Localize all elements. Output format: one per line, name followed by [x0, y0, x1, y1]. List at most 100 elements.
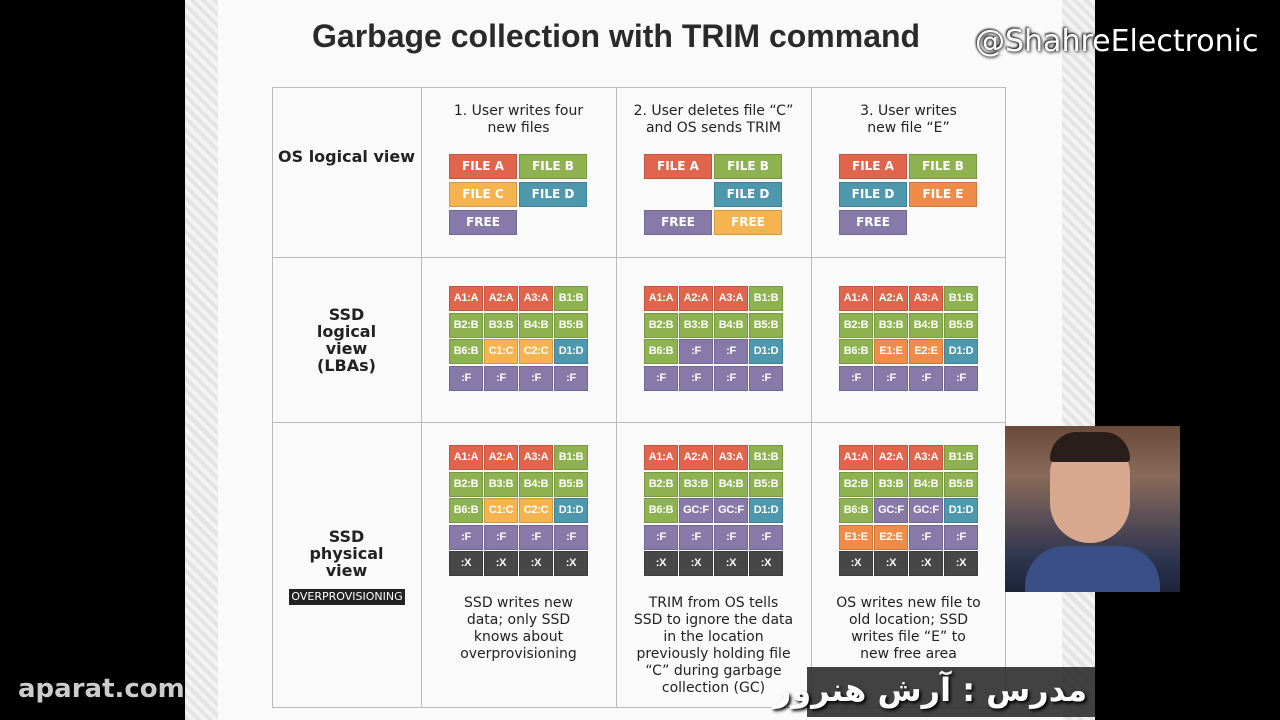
- file-block: FILE A: [644, 154, 712, 179]
- file-block: FILE A: [449, 154, 517, 179]
- physical-block: :X: [644, 551, 678, 576]
- step-caption-line: new free area: [860, 646, 957, 662]
- slide-title: Garbage collection with TRIM command: [312, 18, 921, 54]
- physical-block: :X: [749, 551, 783, 576]
- physical-block: GC:F: [714, 498, 748, 523]
- physical-block: :F: [554, 524, 588, 550]
- file-block: FREE: [449, 210, 517, 235]
- lba-block: A1:A: [644, 286, 678, 311]
- physical-block: B1:B: [944, 445, 978, 470]
- lba-block: A3:A: [714, 286, 748, 311]
- step-caption-line: previously holding file: [636, 646, 791, 662]
- physical-block: C2:C: [519, 498, 553, 523]
- physical-block: A3:A: [519, 445, 553, 470]
- lba-block: B4:B: [714, 312, 748, 338]
- row-label-ssd-physical: SSD physical view: [309, 527, 384, 580]
- file-block: FILE E: [909, 182, 977, 207]
- lba-block: B2:B: [449, 312, 483, 338]
- physical-block: :X: [839, 551, 873, 576]
- lba-block: B3:B: [679, 312, 713, 338]
- presenter-webcam: [1005, 426, 1180, 592]
- file-block: FILE D: [839, 182, 907, 207]
- step-caption-line: collection (GC): [661, 680, 766, 696]
- physical-block: :F: [644, 524, 678, 550]
- presenter-hair: [1050, 432, 1130, 462]
- physical-block: A1:A: [644, 445, 678, 470]
- lba-block: A3:A: [519, 286, 553, 311]
- lba-block: B6:B: [449, 339, 483, 364]
- physical-block: B4:B: [909, 471, 943, 497]
- physical-block: :F: [484, 524, 518, 550]
- lba-block: :F: [839, 365, 873, 391]
- step-header-line: new file “E”: [867, 120, 950, 136]
- lba-block: :F: [714, 339, 748, 364]
- physical-block: B5:B: [749, 471, 783, 497]
- physical-block: B6:B: [839, 498, 873, 523]
- file-block: FREE: [714, 210, 782, 235]
- physical-block: A2:A: [484, 445, 518, 470]
- physical-block: A2:A: [679, 445, 713, 470]
- physical-block: B1:B: [749, 445, 783, 470]
- physical-block: B3:B: [679, 471, 713, 497]
- lba-block: A2:A: [679, 286, 713, 311]
- file-block: FILE A: [839, 154, 907, 179]
- column-divider: [421, 87, 422, 708]
- lba-block: B5:B: [749, 312, 783, 338]
- lba-block: B2:B: [839, 312, 873, 338]
- physical-block: A3:A: [909, 445, 943, 470]
- lba-block: E1:E: [874, 339, 908, 364]
- lba-block: :F: [484, 365, 518, 391]
- step-header-line: 2. User deletes file “C”: [633, 103, 794, 119]
- physical-block: B4:B: [714, 471, 748, 497]
- step-header-line: new files: [487, 120, 550, 136]
- step-caption-line: OS writes new file to: [836, 595, 981, 611]
- physical-block: E1:E: [839, 524, 873, 550]
- physical-block: GC:F: [874, 498, 908, 523]
- physical-block: B6:B: [449, 498, 483, 523]
- lba-block: B4:B: [519, 312, 553, 338]
- step-caption-line: writes file “E” to: [851, 629, 966, 645]
- row-divider: [272, 257, 1006, 258]
- physical-block: :F: [679, 524, 713, 550]
- file-block: FILE B: [714, 154, 782, 179]
- physical-block: D1:D: [554, 498, 588, 523]
- physical-block: :X: [449, 551, 483, 576]
- overprovisioning-label: OVERPROVISIONING: [289, 589, 405, 605]
- physical-block: B2:B: [644, 471, 678, 497]
- physical-block: GC:F: [679, 498, 713, 523]
- lba-block: D1:D: [944, 339, 978, 364]
- presenter-name: مدرس : آرش هنرور: [772, 671, 1087, 709]
- lba-block: :F: [749, 365, 783, 391]
- lba-block: C2:C: [519, 339, 553, 364]
- physical-block: :X: [944, 551, 978, 576]
- lba-block: B5:B: [554, 312, 588, 338]
- step-header-line: and OS sends TRIM: [645, 120, 782, 136]
- lba-block: B3:B: [874, 312, 908, 338]
- physical-block: B3:B: [484, 471, 518, 497]
- step-caption-line: SSD to ignore the data: [633, 612, 794, 628]
- physical-block: A2:A: [874, 445, 908, 470]
- lba-block: :F: [449, 365, 483, 391]
- physical-block: E2:E: [874, 524, 908, 550]
- lba-block: A3:A: [909, 286, 943, 311]
- physical-block: :X: [679, 551, 713, 576]
- step-caption-line: TRIM from OS tells: [648, 595, 779, 611]
- channel-watermark: @ShahreElectronic: [975, 24, 1259, 59]
- lba-block: :F: [714, 365, 748, 391]
- file-block: FREE: [644, 210, 712, 235]
- physical-block: :X: [484, 551, 518, 576]
- lba-block: :F: [519, 365, 553, 391]
- lba-block: B1:B: [749, 286, 783, 311]
- step-header-line: 3. User writes: [860, 103, 957, 119]
- row-divider: [272, 422, 1006, 423]
- step-caption-line: data; only SSD: [466, 612, 571, 628]
- file-block: FILE B: [519, 154, 587, 179]
- lba-block: :F: [679, 365, 713, 391]
- lba-block: B1:B: [944, 286, 978, 311]
- lba-block: B2:B: [644, 312, 678, 338]
- step-caption-line: knows about: [473, 629, 564, 645]
- column-divider: [616, 87, 617, 708]
- lba-block: B1:B: [554, 286, 588, 311]
- lba-block: D1:D: [749, 339, 783, 364]
- physical-block: B2:B: [449, 471, 483, 497]
